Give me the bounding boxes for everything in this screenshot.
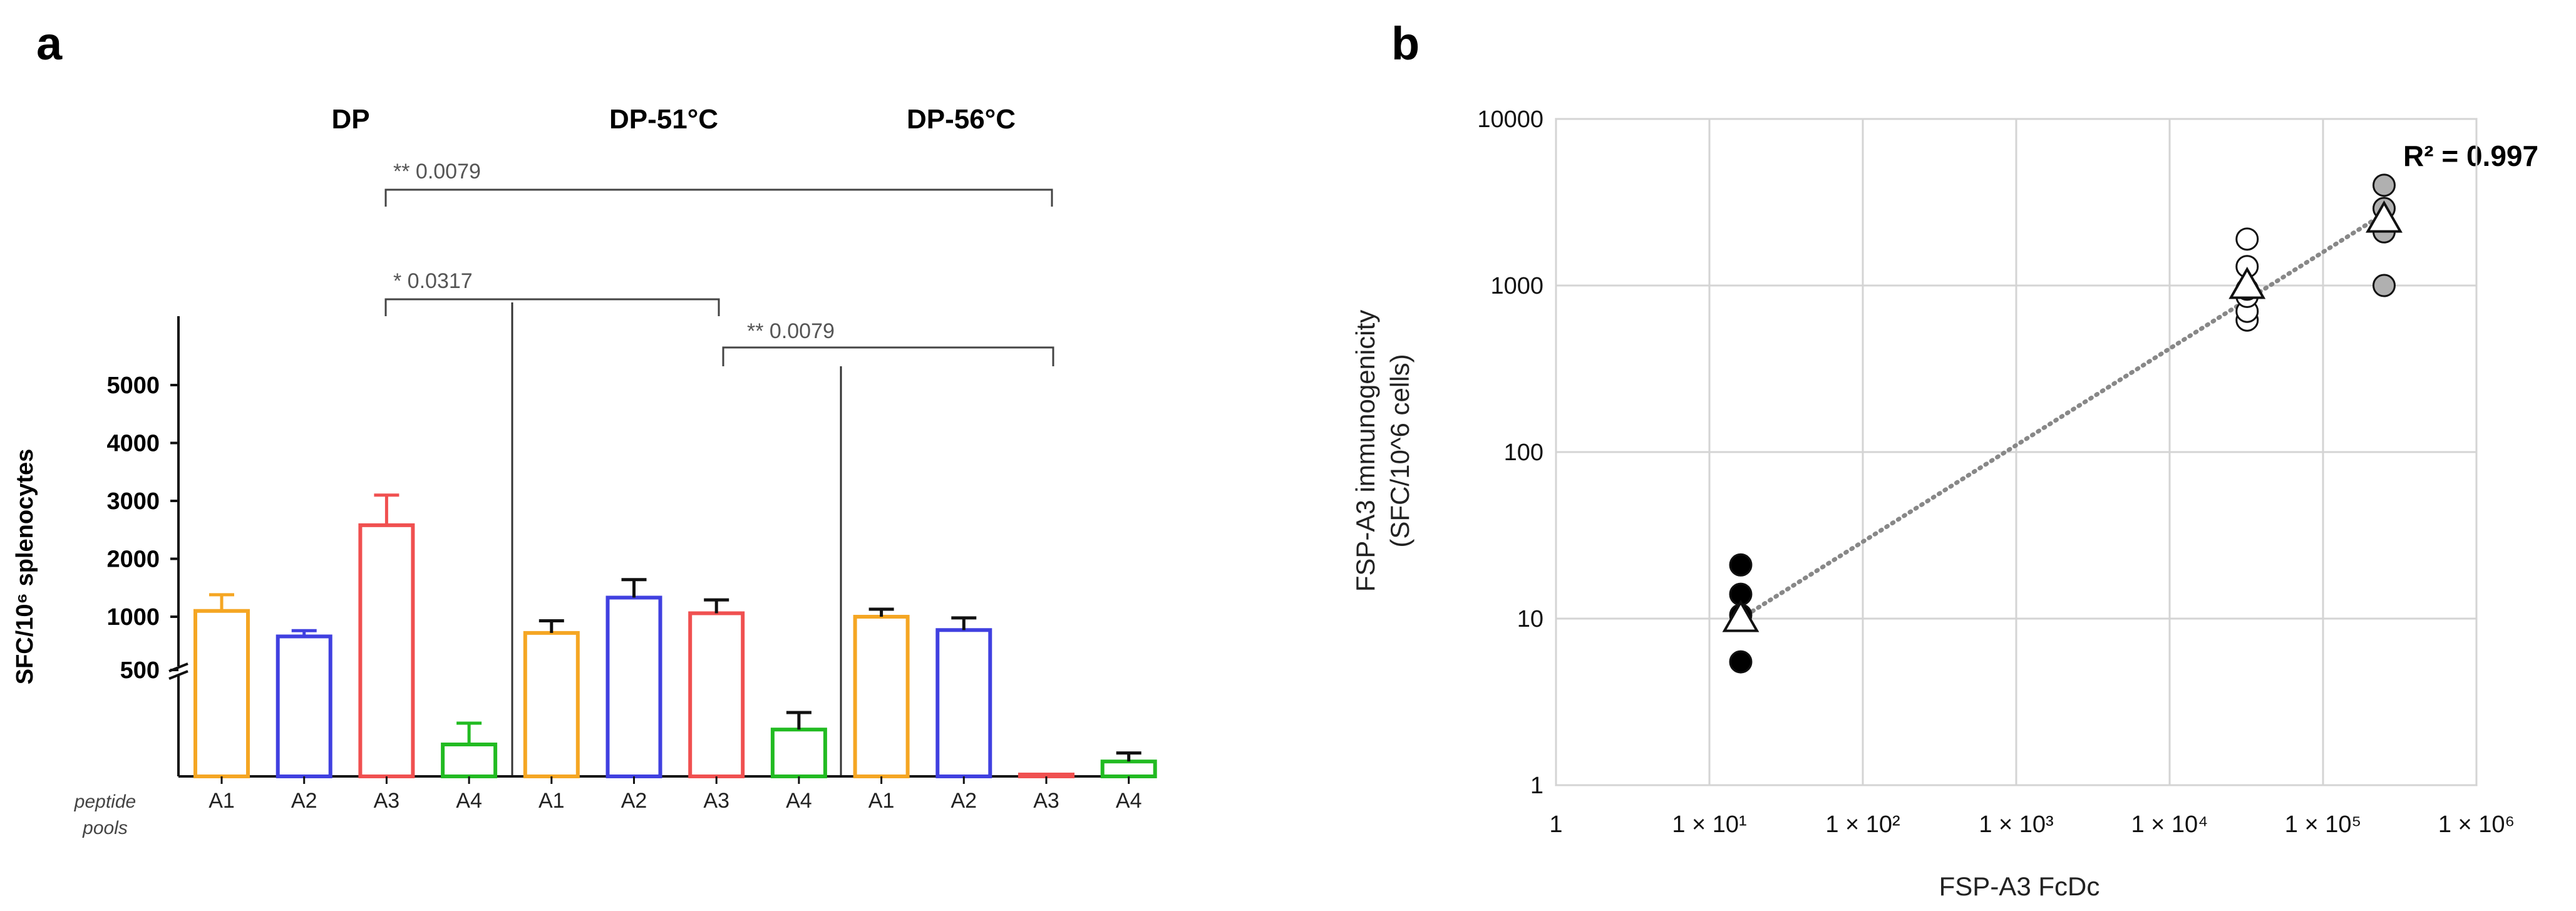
b-point [1729, 553, 1753, 577]
a-xtick-label: A4 [1116, 789, 1142, 813]
b-xtick-label: 1 × 10² [1825, 811, 1900, 838]
r-squared-label: R² = 0.997 [2403, 140, 2538, 172]
sig-label-3: ** 0.0079 [747, 319, 835, 343]
a-bar [770, 728, 827, 778]
a-xtick-label: A2 [291, 789, 317, 813]
b-point [2372, 274, 2396, 297]
a-xtick-label: A4 [456, 789, 482, 813]
a-xtick-label: A2 [951, 789, 977, 813]
b-y-axis-label-line1: FSP-A3 immunogenicity [1351, 310, 1380, 592]
panel-b-marks: 1 1 × 10¹ 1 × 10² 1 × 10³ 1 × 10⁴ 1 × 10⁵ 1 × … [1477, 106, 2515, 838]
a-ytick-label: 2000 [106, 547, 160, 573]
a-xtick-label: A1 [538, 789, 565, 813]
a-xtick-label: A3 [1033, 789, 1059, 813]
panel-a-marks: 500 1000 2000 3000 4000 5000 A1 A2 A3 A4 A1 A2 A3 A4 A… [106, 373, 1157, 813]
a-y-axis-label: SFC/10⁶ splenocytes [12, 449, 38, 685]
group-title-dp56: DP-56°C [907, 104, 1016, 135]
b-xtick-label: 1 × 10⁶ [2438, 811, 2515, 838]
sig-bracket-2 [384, 298, 720, 316]
a-ytick-label: 1000 [106, 604, 160, 630]
b-point-mean [2366, 200, 2403, 233]
a-xtick-label: A2 [621, 789, 647, 813]
a-xtick-label: A3 [703, 789, 729, 813]
b-xtick-label: 1 × 10¹ [1672, 811, 1746, 838]
b-ytick-label: 10000 [1477, 106, 1543, 133]
b-y-axis-label-line2: (SFC/10^6 cells) [1385, 354, 1414, 547]
a-xtick-label: A1 [209, 789, 235, 813]
b-xtick-label: 1 × 10³ [1979, 811, 2053, 838]
b-point-mean [2228, 266, 2266, 299]
b-point-mean [1722, 599, 1759, 632]
a-axis-break-mark-bottom [168, 670, 188, 680]
a-bar [193, 609, 250, 778]
a-bar [935, 628, 992, 779]
b-point [2372, 173, 2396, 197]
b-xtick-label: 1 × 10⁴ [2131, 811, 2208, 838]
a-ytick-label: 5000 [106, 373, 160, 399]
sig-bracket-3 [722, 346, 1054, 366]
sig-bracket-1 [384, 188, 1053, 207]
a-bar [276, 634, 332, 779]
b-ytick-label: 1 [1530, 773, 1543, 799]
b-trendline [1738, 211, 2386, 621]
peptide-pools-label-line2: pools [82, 818, 128, 838]
peptide-pools-label-line1: peptide [74, 791, 136, 812]
b-ytick-label: 10 [1517, 606, 1543, 632]
sig-label-2: * 0.0317 [393, 269, 473, 293]
sig-label-1: ** 0.0079 [393, 160, 481, 183]
a-bar [523, 630, 580, 779]
a-ytick-label: 4000 [106, 431, 160, 457]
group-title-dp51: DP-51°C [609, 104, 718, 135]
panel-b-letter: b [1391, 18, 1419, 69]
a-bar [1018, 773, 1074, 778]
a-bar [1100, 759, 1157, 778]
a-bar [605, 595, 662, 778]
b-x-axis-label: FSP-A3 FcDc [1939, 872, 2100, 901]
a-ytick-label: 500 [120, 657, 160, 684]
a-bar [853, 615, 910, 778]
a-xtick-label: A3 [374, 789, 400, 813]
panel-a-letter: a [36, 18, 63, 69]
a-ytick-label: 3000 [106, 488, 160, 515]
group-title-dp: DP [331, 104, 369, 135]
b-ytick-label: 100 [1504, 440, 1543, 466]
a-bar [688, 611, 745, 778]
b-ytick-label: 1000 [1490, 273, 1543, 299]
a-xtick-label: A4 [786, 789, 812, 813]
a-xtick-label: A1 [868, 789, 895, 813]
a-bar [441, 743, 498, 778]
b-point [1729, 650, 1753, 674]
a-bar [358, 523, 415, 778]
b-point [2235, 227, 2259, 251]
b-xtick-label: 1 × 10⁵ [2285, 811, 2361, 838]
b-xtick-label: 1 [1549, 811, 1562, 838]
